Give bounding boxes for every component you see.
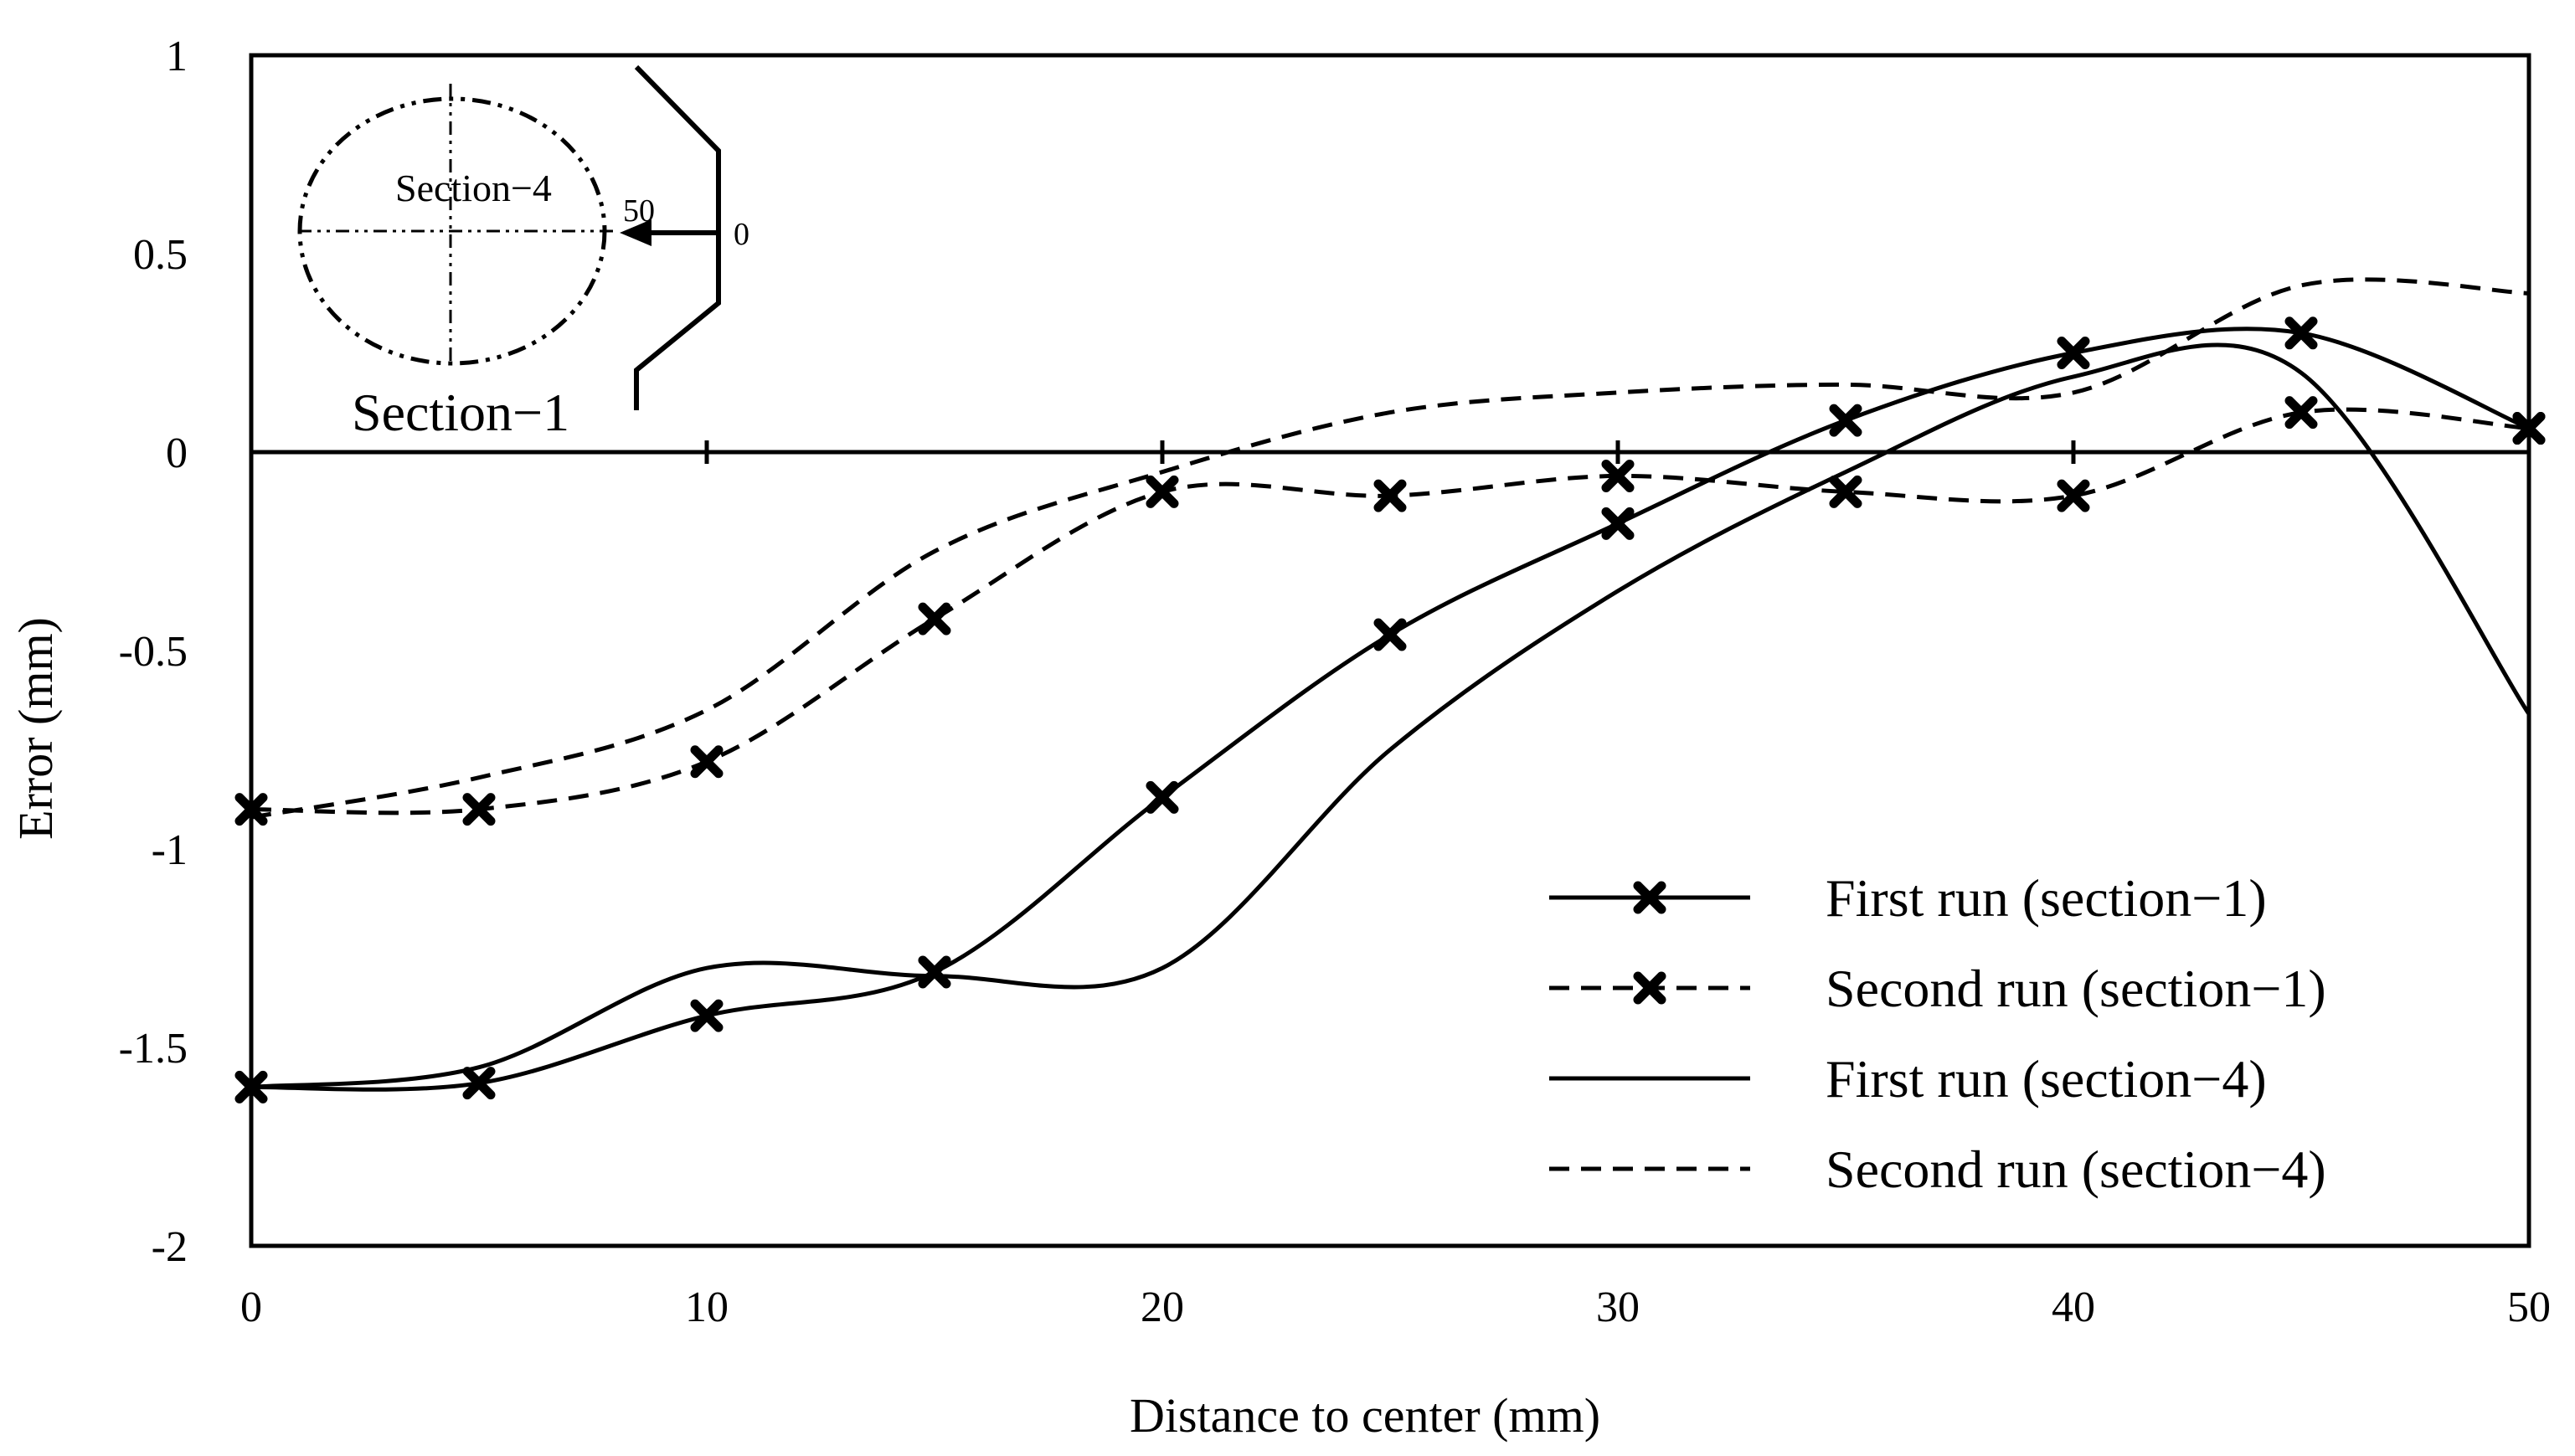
series-1-point <box>462 1067 496 1100</box>
series-2-point <box>1829 475 1862 508</box>
legend-label-3: First run (section−4) <box>1826 1049 2267 1109</box>
x-tick-label: 50 <box>2507 1284 2551 1331</box>
legend-label-2: Second run (section−1) <box>1826 959 2326 1018</box>
x-tick-label: 20 <box>1141 1284 1184 1331</box>
series-2-point <box>2284 396 2318 430</box>
plot-frame <box>249 53 2531 1248</box>
x-tick-label: 40 <box>2052 1284 2095 1331</box>
legend: First run (section−1) Second run (section… <box>1549 868 2326 1199</box>
legend-item-1: First run (section−1) <box>1549 868 2267 928</box>
inset-schematic: Section−4 50 0 Section−1 <box>297 64 749 442</box>
legend-marker-1 <box>1633 881 1666 914</box>
y-tick-label: -1.5 <box>119 1025 188 1073</box>
series-1-point <box>1601 507 1635 540</box>
y-tick-label: -2 <box>152 1223 188 1271</box>
series-2-point <box>2057 479 2090 512</box>
inset-label-0: 0 <box>734 217 749 252</box>
legend-marker-2 <box>1633 971 1666 1005</box>
inset-tool-outline <box>634 64 721 410</box>
series-1-point <box>2284 316 2318 350</box>
legend-label-1: First run (section−1) <box>1826 868 2267 928</box>
inset-label-section4: Section−4 <box>395 167 552 209</box>
x-tick-label: 10 <box>685 1284 729 1331</box>
series-2-point <box>1601 459 1635 492</box>
legend-label-4: Second run (section−4) <box>1826 1140 2326 1199</box>
legend-item-3: First run (section−4) <box>1549 1049 2267 1109</box>
series-1-point <box>1373 618 1407 651</box>
legend-item-2: Second run (section−1) <box>1549 959 2326 1018</box>
series-line-4 <box>250 277 2530 820</box>
y-tick-label: -0.5 <box>119 628 188 676</box>
series-2-point <box>1373 479 1407 512</box>
inset-label-50: 50 <box>623 193 655 229</box>
series-2-point <box>918 602 951 635</box>
x-tick-label: 30 <box>1596 1284 1640 1331</box>
y-tick-label: -1 <box>152 826 188 874</box>
x-axis-title: Distance to center (mm) <box>1130 1388 1600 1443</box>
inset-arrow-head <box>620 219 651 246</box>
series-1-point <box>2057 337 2090 369</box>
x-tick-labels: 0 10 20 30 40 50 <box>240 1284 2551 1331</box>
y-tick-labels: 1 0.5 0 -0.5 -1 -1.5 -2 <box>119 33 188 1271</box>
series-2-point <box>690 745 724 779</box>
x-tick-label: 0 <box>240 1284 262 1331</box>
series-line-3 <box>250 342 2531 1089</box>
series-1-point <box>1146 780 1179 814</box>
series-1-point <box>1829 404 1862 437</box>
legend-item-4: Second run (section−4) <box>1549 1140 2326 1199</box>
series-1-point <box>690 999 724 1032</box>
y-tick-label: 1 <box>166 33 188 80</box>
inset-label-section1: Section−1 <box>352 383 569 442</box>
series-2-point <box>2512 412 2546 445</box>
y-tick-label: 0 <box>166 430 188 477</box>
y-axis-title: Error (mm) <box>8 617 63 840</box>
series-2-point <box>462 793 496 826</box>
series-group <box>234 277 2546 1104</box>
series-1-point <box>918 955 951 989</box>
y-tick-label: 0.5 <box>133 231 188 279</box>
zero-line-group <box>249 440 2531 464</box>
series-2-point <box>1146 475 1179 508</box>
